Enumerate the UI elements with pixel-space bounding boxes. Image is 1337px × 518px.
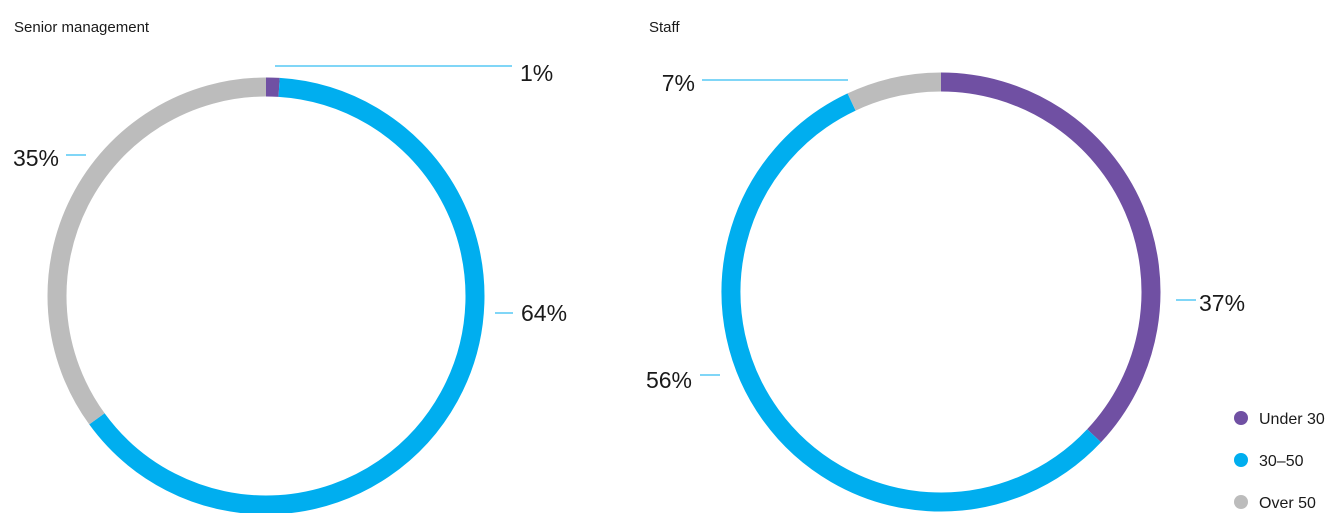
legend-label: Under 30 [1259,411,1325,428]
chart-title: Staff [649,19,680,36]
legend: Under 30 30–50 Over 50 [1234,411,1325,512]
data-label: 64% [521,300,567,326]
data-label: 37% [1199,290,1245,316]
chart-title: Senior management [14,19,150,36]
data-label: 35% [13,145,59,171]
donut-slice-30-50 [97,87,475,505]
senior-management-donut: Senior management 1% 64% 35% [13,19,567,505]
donut-slice-over-50 [852,82,941,102]
data-label: 7% [662,70,695,96]
data-label: 56% [646,367,692,393]
legend-swatch [1234,411,1248,425]
staff-donut: Staff 37% 56% 7% [646,19,1245,502]
data-label: 1% [520,60,553,86]
legend-swatch [1234,495,1248,509]
donut-slice-over-50 [57,87,266,419]
legend-label: 30–50 [1259,453,1304,470]
donut-slice-30-50 [731,102,1094,502]
legend-label: Over 50 [1259,495,1316,512]
donut-slice-under-30 [941,82,1151,436]
legend-swatch [1234,453,1248,467]
